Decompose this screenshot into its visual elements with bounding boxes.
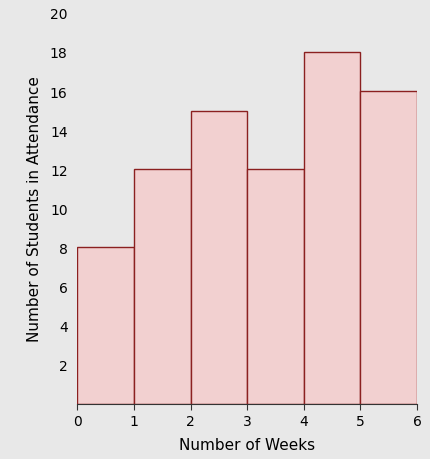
Y-axis label: Number of Students in Attendance: Number of Students in Attendance <box>27 76 42 341</box>
Bar <box>190 111 247 404</box>
X-axis label: Number of Weeks: Number of Weeks <box>179 437 315 452</box>
Bar <box>134 170 190 404</box>
Bar <box>77 248 134 404</box>
Bar <box>360 92 417 404</box>
Bar <box>247 170 304 404</box>
Bar <box>304 53 360 404</box>
